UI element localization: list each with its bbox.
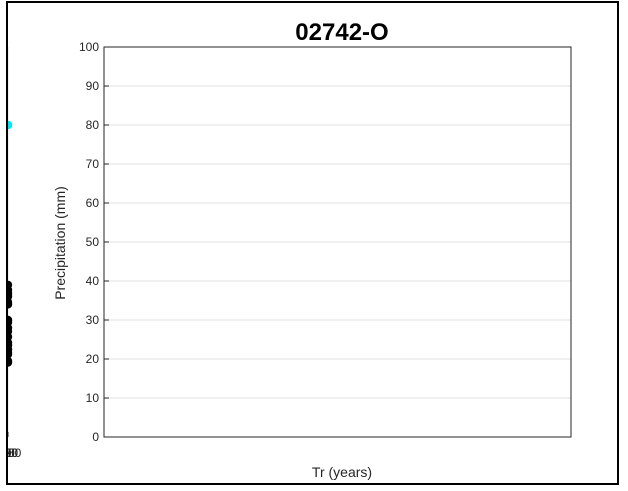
data-point — [8, 280, 13, 290]
x-axis-label: Tr (years) — [312, 464, 372, 480]
y-tick-label: 30 — [86, 313, 100, 327]
y-axis-label: Precipitation (mm) — [52, 186, 68, 300]
figure-frame: 02742-O 01020304050607080901002510255010… — [6, 1, 619, 485]
y-tick-label: 0 — [92, 430, 99, 444]
x-tick-label: 10 — [8, 446, 15, 460]
x-tick-label: 5 — [8, 446, 12, 460]
chart: 02742-O 01020304050607080901002510255010… — [8, 19, 572, 480]
y-tick-label: 60 — [86, 196, 100, 210]
x-tick-label: 2 — [8, 446, 12, 460]
y-tick-label: 90 — [86, 79, 100, 93]
data-point — [8, 315, 13, 325]
data-point — [8, 356, 13, 366]
y-tick-label: 50 — [86, 235, 100, 249]
highlight-point — [8, 120, 13, 130]
y-tick-label: 40 — [86, 274, 100, 288]
x-tick-label: 50 — [8, 446, 15, 460]
data-points — [8, 120, 13, 367]
y-tick-label: 100 — [79, 40, 99, 54]
x-tick-label: 500 — [8, 446, 18, 460]
chart-title: 02742-O — [295, 19, 388, 46]
y-tick-label: 70 — [86, 157, 100, 171]
axes-box — [103, 46, 572, 438]
x-tick-label: 25 — [8, 446, 15, 460]
x-tick-label: 100 — [8, 446, 18, 460]
x-tick-label: 200 — [8, 446, 18, 460]
y-tick-label: 10 — [86, 391, 100, 405]
axes: 0102030405060708090100251025501002005001… — [8, 40, 572, 460]
y-tick-label: 80 — [86, 118, 100, 132]
y-tick-label: 20 — [86, 352, 100, 366]
